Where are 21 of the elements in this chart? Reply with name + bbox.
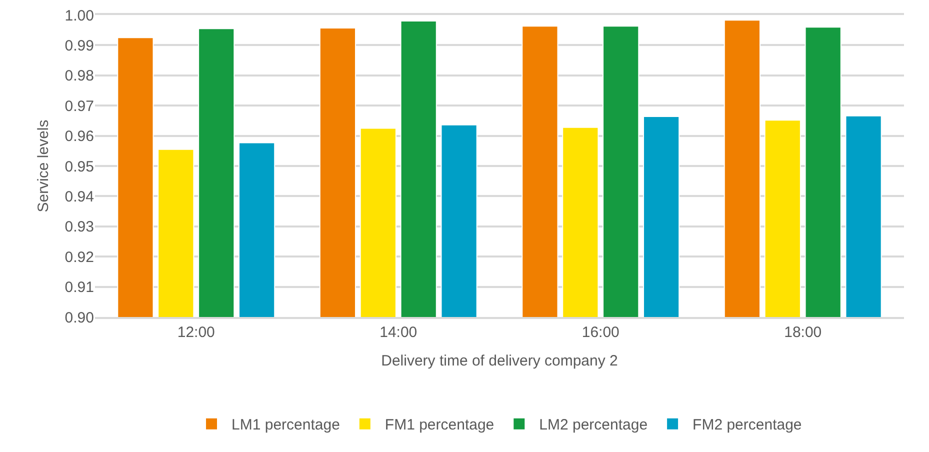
y-tick-label: 0.95 — [64, 158, 94, 176]
x-tick-label: 18:00 — [784, 324, 822, 341]
legend-label: LM2 percentage — [539, 416, 648, 434]
x-tick-label: 12:00 — [177, 324, 215, 341]
x-tick-label: 14:00 — [380, 324, 418, 341]
y-tick-label: 0.92 — [64, 248, 94, 266]
y-tick-label: 1.00 — [64, 7, 94, 24]
legend-label: LM1 percentage — [232, 416, 340, 434]
y-tick-label: 0.98 — [64, 68, 94, 85]
y-tick-label: 0.99 — [64, 37, 94, 54]
y-tick-label: 0.94 — [64, 188, 94, 206]
y-tick-label: 0.96 — [64, 128, 94, 146]
x-tick-label: 16:00 — [582, 324, 620, 341]
y-tick-label: 0.90 — [64, 309, 94, 326]
legend-label: FM1 percentage — [384, 416, 494, 434]
y-tick-label: 0.97 — [64, 98, 94, 115]
x-axis-title: Delivery time of delivery company 2 — [381, 352, 618, 370]
y-tick-label: 0.93 — [64, 218, 94, 236]
y-tick-label: 0.91 — [64, 279, 94, 296]
y-axis-title: Service levels — [35, 120, 52, 212]
legend-label: FM2 percentage — [692, 416, 802, 434]
